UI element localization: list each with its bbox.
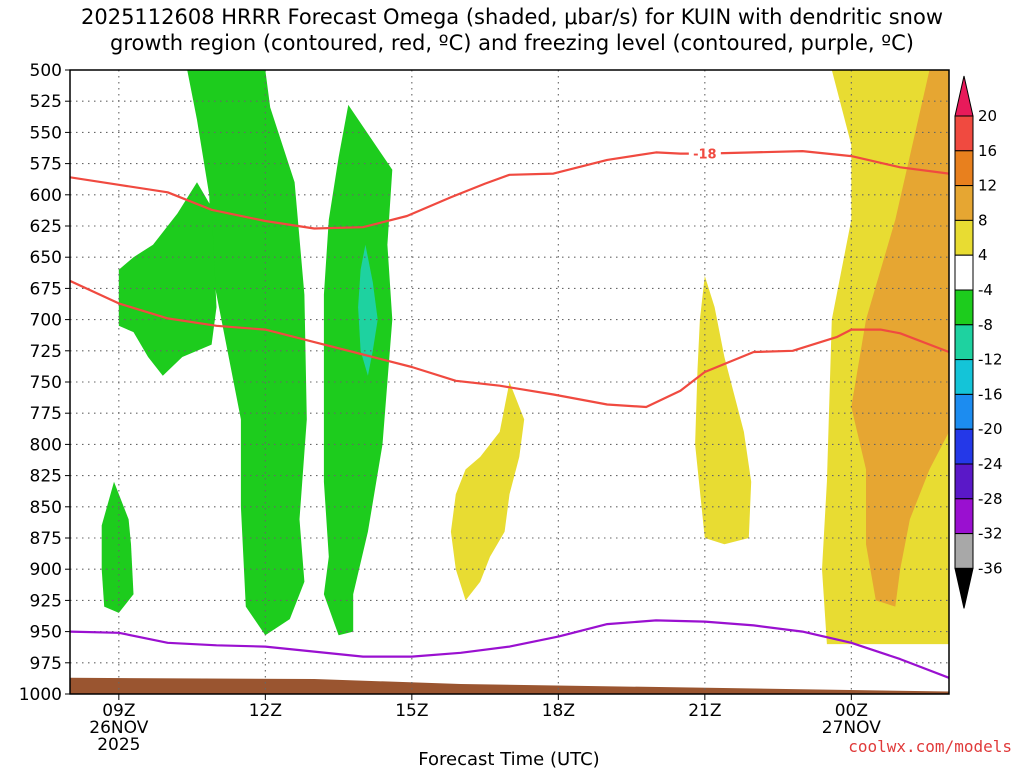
y-tick-label: 875 bbox=[30, 529, 62, 549]
x-tick-label: 15Z bbox=[395, 701, 428, 721]
omega-shaded-region-2 bbox=[323, 104, 393, 636]
y-tick-label: 650 bbox=[30, 248, 62, 268]
omega-shaded-region-3 bbox=[118, 182, 217, 376]
omega-shaded-region-7 bbox=[695, 275, 752, 545]
colorbar-band bbox=[954, 289, 974, 326]
y-tick-label: 800 bbox=[30, 435, 62, 455]
x-tick-label: 12Z bbox=[249, 701, 282, 721]
x-axis-title: Forecast Time (UTC) bbox=[418, 749, 599, 768]
colorbar-band bbox=[954, 185, 974, 221]
y-tick-label: 950 bbox=[30, 623, 62, 643]
y-tick-label: 925 bbox=[30, 591, 62, 611]
y-tick-label: 550 bbox=[30, 123, 62, 143]
y-tick-label: 825 bbox=[30, 467, 62, 487]
x-tick-label: 09Z bbox=[102, 701, 135, 721]
colorbar-label: -4 bbox=[978, 281, 993, 299]
colorbar-label: -28 bbox=[978, 490, 1003, 508]
colorbar-label: -32 bbox=[978, 525, 1003, 543]
x-tick-label: 00Z bbox=[835, 701, 868, 721]
x-tick-label: 2025 bbox=[97, 735, 140, 755]
y-axis-ticks: 500 525 550 575 600 625 650 675 700 725 750 775 800 8… bbox=[19, 61, 70, 705]
colorbar-label: -12 bbox=[978, 351, 1003, 369]
y-tick-label: 600 bbox=[30, 186, 62, 206]
colorbar-band bbox=[954, 219, 974, 256]
y-tick-label: 975 bbox=[30, 654, 62, 674]
omega-shaded-region-6 bbox=[450, 382, 525, 601]
y-tick-label: 725 bbox=[30, 342, 62, 362]
colorbar-label: 20 bbox=[978, 107, 997, 125]
colorbar-band bbox=[954, 498, 974, 535]
y-tick-label: 900 bbox=[30, 560, 62, 580]
colorbar-label: -36 bbox=[978, 559, 1003, 577]
colorbar-band bbox=[954, 115, 974, 152]
colorbar-label: 12 bbox=[978, 177, 997, 195]
x-tick-label: 21Z bbox=[688, 701, 721, 721]
colorbar: 20 16 12 8 4 -4 -8 -12 -16 -20 -24 -28 -32 -36 bbox=[954, 75, 1003, 609]
title-line-2: growth region (contoured, red, ºC) and f… bbox=[110, 31, 914, 55]
colorbar-band bbox=[954, 324, 974, 361]
colorbar-bottom-arrow bbox=[954, 567, 974, 609]
colorbar-band bbox=[954, 393, 974, 430]
colorbar-top-arrow bbox=[954, 75, 974, 117]
y-tick-label: 850 bbox=[30, 498, 62, 518]
y-tick-label: 775 bbox=[30, 404, 62, 424]
contour-label: -18 bbox=[693, 148, 717, 163]
colorbar-label: 4 bbox=[978, 246, 988, 264]
omega-shaded-region-9 bbox=[851, 70, 949, 607]
y-tick-label: 750 bbox=[30, 373, 62, 393]
colorbar-label: 8 bbox=[978, 211, 988, 229]
colorbar-band bbox=[954, 533, 974, 569]
colorbar-label: -16 bbox=[978, 385, 1003, 403]
omega-shaded-region-4 bbox=[101, 481, 134, 613]
colorbar-label: -20 bbox=[978, 420, 1003, 438]
contour-line-2 bbox=[70, 279, 949, 409]
y-tick-label: 625 bbox=[30, 217, 62, 237]
contour-label-bg bbox=[688, 145, 721, 162]
colorbar-band bbox=[954, 428, 974, 465]
colorbar-band bbox=[954, 254, 974, 291]
y-tick-label: 500 bbox=[30, 61, 62, 81]
colorbar-label: 16 bbox=[978, 142, 997, 160]
y-tick-label: 1000 bbox=[19, 685, 62, 705]
colorbar-label: -8 bbox=[978, 316, 993, 334]
ground-surface bbox=[70, 677, 949, 694]
y-tick-label: 675 bbox=[30, 279, 62, 299]
contour-line-1 bbox=[70, 150, 949, 230]
y-tick-label: 575 bbox=[30, 155, 62, 175]
credit-link[interactable]: coolwx.com/models bbox=[848, 737, 1012, 756]
contour-line-3 bbox=[70, 619, 949, 679]
x-tick-label: 27NOV bbox=[822, 718, 881, 738]
chart-title: 2025112608 HRRR Forecast Omega (shaded, … bbox=[0, 4, 1024, 56]
colorbar-band bbox=[954, 359, 974, 395]
omega-shaded-region-5 bbox=[358, 244, 378, 376]
x-tick-label: 26NOV bbox=[89, 718, 148, 738]
x-tick-label: 18Z bbox=[542, 701, 575, 721]
contour-layer: -18 bbox=[70, 145, 949, 679]
grid-layer bbox=[70, 70, 949, 694]
omega-shaded-region-1 bbox=[187, 70, 307, 636]
colorbar-label: -24 bbox=[978, 455, 1003, 473]
title-line-1: 2025112608 HRRR Forecast Omega (shaded, … bbox=[80, 5, 943, 29]
y-tick-label: 525 bbox=[30, 92, 62, 112]
colorbar-band bbox=[954, 150, 974, 187]
shaded-omega-layer bbox=[70, 70, 949, 694]
colorbar-band bbox=[954, 463, 974, 500]
y-tick-label: 700 bbox=[30, 311, 62, 331]
